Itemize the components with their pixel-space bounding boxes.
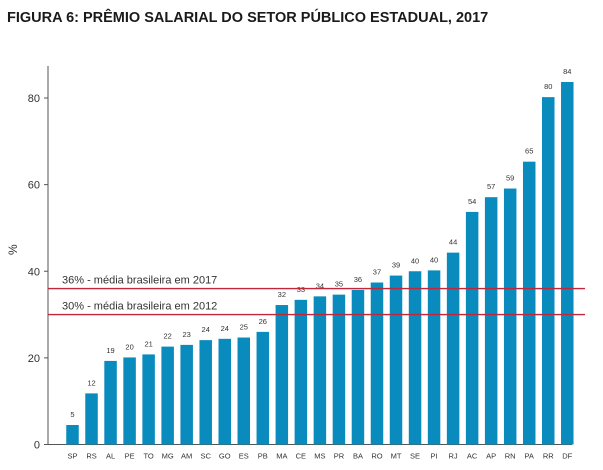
data-label-df: 84 xyxy=(563,67,571,76)
category-label-ms: MS xyxy=(314,452,325,461)
bar-sp xyxy=(66,425,79,445)
data-label-rs: 12 xyxy=(87,378,95,387)
bar-go xyxy=(218,338,231,445)
reference-lines: 36% - média brasileira em 2017 30% - médi… xyxy=(48,275,585,316)
data-label-rj: 44 xyxy=(449,238,457,247)
bar-mg xyxy=(161,346,174,445)
bar-rr xyxy=(542,97,555,445)
category-label-sc: SC xyxy=(200,452,211,461)
category-label-se: SE xyxy=(410,452,420,461)
data-label-ac: 54 xyxy=(468,197,476,206)
bar-rn xyxy=(503,188,517,445)
data-label-ba: 36 xyxy=(354,275,362,284)
category-label-sp: SP xyxy=(67,452,77,461)
bar-pe xyxy=(123,357,136,445)
category-label-go: GO xyxy=(219,452,231,461)
category-label-rj: RJ xyxy=(449,452,458,461)
data-label-mt: 39 xyxy=(392,261,400,270)
bar-rj xyxy=(446,252,460,445)
y-tick-label: 80 xyxy=(28,93,40,105)
category-label-pe: PE xyxy=(125,452,135,461)
category-label-to: TO xyxy=(143,452,153,461)
category-label-rs: RS xyxy=(86,452,96,461)
data-label-am: 23 xyxy=(183,330,191,339)
y-axis-label: % xyxy=(6,244,20,255)
data-label-pa: 65 xyxy=(525,147,533,156)
category-label-al: AL xyxy=(106,452,115,461)
bar-ba xyxy=(351,289,365,445)
category-label-ac: AC xyxy=(467,452,478,461)
category-label-ro: RO xyxy=(371,452,382,461)
y-tick-label: 60 xyxy=(28,180,40,192)
data-label-ma: 32 xyxy=(278,290,286,299)
bar-pi xyxy=(427,270,441,445)
data-label-ms: 34 xyxy=(316,281,324,290)
category-label-ce: CE xyxy=(296,452,306,461)
data-label-go: 24 xyxy=(221,324,229,333)
category-label-rr: RR xyxy=(543,452,554,461)
reference-line-label-2: 30% - média brasileira em 2012 xyxy=(62,301,217,313)
category-label-ba: BA xyxy=(353,452,363,461)
data-label-to: 21 xyxy=(144,339,152,348)
category-label-ma: MA xyxy=(276,452,287,461)
data-label-pr: 35 xyxy=(335,280,343,289)
bar-pa xyxy=(522,161,536,445)
bar-rs xyxy=(85,393,98,445)
bar-ap xyxy=(484,197,498,445)
bar-df xyxy=(561,81,574,445)
category-label-rn: RN xyxy=(505,452,516,461)
data-label-ce: 33 xyxy=(297,285,305,294)
data-label-rr: 80 xyxy=(544,82,552,91)
bar-ro xyxy=(370,282,384,445)
data-label-rn: 59 xyxy=(506,174,514,183)
bar-ma xyxy=(275,305,289,445)
category-label-pi: PI xyxy=(431,452,438,461)
data-label-se: 40 xyxy=(411,256,419,265)
data-label-pe: 20 xyxy=(125,342,133,351)
category-label-am: AM xyxy=(181,452,192,461)
category-label-es: ES xyxy=(239,452,249,461)
bar-ce xyxy=(294,299,308,445)
data-label-mg: 22 xyxy=(163,332,171,341)
bar-ac xyxy=(465,211,479,445)
data-label-pi: 40 xyxy=(430,255,438,264)
bar-am xyxy=(180,344,193,445)
category-label-ap: AP xyxy=(486,452,496,461)
data-label-al: 19 xyxy=(106,346,114,355)
category-label-pb: PB xyxy=(258,452,268,461)
category-label-mg: MG xyxy=(162,452,174,461)
bar-al xyxy=(104,360,117,445)
category-label-pr: PR xyxy=(334,452,345,461)
data-label-ro: 37 xyxy=(373,268,381,277)
bar-pb xyxy=(256,331,270,445)
y-tick-label: 0 xyxy=(34,440,40,452)
data-label-ap: 57 xyxy=(487,182,495,191)
chart-title: FIGURA 6: PRÊMIO SALARIAL DO SETOR PÚBLI… xyxy=(7,10,489,26)
chart-axes: 0 20 40 60 80% xyxy=(6,66,572,452)
category-label-mt: MT xyxy=(391,452,402,461)
bar-series: 5 SP 12 RS 19 AL 20 PE 21 TO 22 MG 23 AM 24 SC 24 GO 25 ES 2… xyxy=(66,67,574,461)
category-label-df: DF xyxy=(562,452,572,461)
bar-mt xyxy=(389,275,403,445)
y-tick-label: 40 xyxy=(28,266,40,278)
data-label-sp: 5 xyxy=(70,410,74,419)
bar-ms xyxy=(313,296,327,445)
category-label-pa: PA xyxy=(524,452,533,461)
bar-pr xyxy=(332,294,346,445)
bar-es xyxy=(237,337,251,445)
data-label-es: 25 xyxy=(240,323,248,332)
y-tick-label: 20 xyxy=(28,353,40,365)
bar-to xyxy=(142,354,155,445)
bar-sc xyxy=(199,340,212,445)
data-label-sc: 24 xyxy=(202,325,210,334)
bar-se xyxy=(408,271,422,445)
data-label-pb: 26 xyxy=(259,317,267,326)
reference-line-label-1: 36% - média brasileira em 2017 xyxy=(62,275,217,287)
